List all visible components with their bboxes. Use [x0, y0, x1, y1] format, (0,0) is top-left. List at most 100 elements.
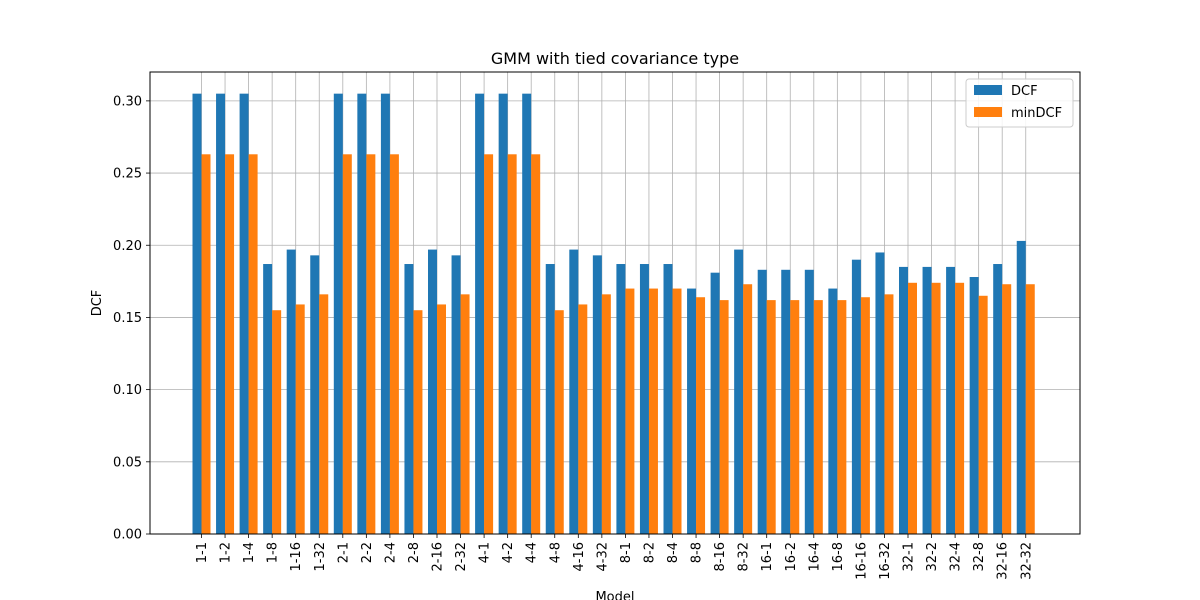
legend-swatch-dcf	[974, 85, 1002, 95]
bar-dcf-1-32	[310, 255, 320, 534]
x-tick-label: 16-8	[831, 542, 846, 572]
bar-dcf-32-4	[946, 266, 956, 534]
legend: DCF minDCF	[965, 78, 1074, 128]
bar-dcf-4-2	[498, 93, 508, 534]
bar-mindcf-16-32	[884, 294, 894, 534]
bar-mindcf-4-1	[484, 154, 494, 534]
bar-dcf-2-8	[404, 264, 414, 534]
bar-dcf-1-4	[239, 93, 249, 534]
bar-dcf-16-1	[757, 269, 767, 534]
bar-mindcf-8-16	[719, 300, 729, 534]
x-tick-label: 32-1	[902, 542, 917, 572]
bar-mindcf-16-2	[790, 300, 800, 534]
x-tick-label: 32-8	[972, 542, 987, 572]
bar-dcf-2-16	[428, 249, 437, 535]
bar-dcf-16-32	[875, 252, 885, 534]
x-tick-label: 1-4	[242, 542, 257, 563]
bar-mindcf-4-2	[507, 154, 517, 534]
bar-mindcf-32-16	[1002, 284, 1012, 534]
y-axis-ticks: 0.00 0.05 0.10 0.15 0.20 0.25 0.30	[113, 94, 150, 543]
bar-mindcf-8-1	[625, 288, 635, 534]
bar-mindcf-2-16	[437, 304, 446, 534]
bar-mindcf-16-4	[813, 300, 823, 534]
bar-dcf-16-16	[851, 259, 861, 534]
bar-mindcf-8-4	[672, 288, 682, 534]
bar-dcf-2-32	[451, 255, 461, 534]
bar-mindcf-8-2	[648, 288, 658, 534]
bar-mindcf-4-16	[578, 304, 588, 534]
x-tick-label: 4-32	[595, 542, 610, 572]
bar-dcf-32-8	[969, 277, 979, 534]
y-tick-label: 0.10	[113, 383, 142, 398]
x-tick-label: 2-16	[431, 542, 446, 572]
chart-title: GMM with tied covariance type	[491, 49, 739, 68]
y-tick-label: 0.25	[113, 167, 142, 182]
bar-mindcf-32-2	[931, 282, 941, 534]
bar-mindcf-32-8	[978, 295, 988, 534]
x-tick-label: 32-16	[996, 542, 1011, 580]
y-tick-label: 0.05	[113, 455, 142, 470]
legend-label-dcf: DCF	[1011, 84, 1038, 99]
x-axis-label: Model	[595, 590, 634, 600]
bar-mindcf-2-2	[366, 154, 376, 534]
x-tick-label: 32-2	[925, 542, 940, 572]
x-tick-label: 8-4	[666, 542, 681, 563]
x-tick-label: 4-2	[501, 542, 516, 563]
x-tick-label: 8-16	[713, 542, 728, 572]
bar-mindcf-2-32	[460, 294, 470, 534]
plot-frame	[149, 71, 1081, 535]
x-tick-label: 16-2	[784, 542, 799, 572]
x-tick-label: 4-8	[548, 542, 563, 563]
bar-dcf-16-2	[781, 269, 791, 534]
bar-mindcf-1-8	[272, 310, 282, 534]
x-tick-label: 32-4	[949, 542, 964, 572]
y-tick-label: 0.15	[113, 311, 142, 326]
bar-dcf-32-32	[1016, 240, 1026, 534]
x-tick-label: 1-16	[289, 542, 304, 572]
x-tick-label: 8-2	[642, 542, 657, 563]
x-tick-label: 4-1	[478, 542, 493, 563]
bar-dcf-8-32	[734, 249, 744, 535]
y-tick-label: 0.30	[113, 94, 142, 109]
bar-mindcf-4-4	[531, 154, 541, 534]
bar-mindcf-1-32	[319, 294, 329, 534]
bar-dcf-2-2	[357, 93, 367, 534]
bar-mindcf-1-1	[201, 154, 211, 534]
bar-dcf-4-1	[475, 93, 485, 534]
bar-dcf-4-8	[545, 264, 555, 534]
bar-dcf-8-4	[663, 264, 673, 534]
bar-dcf-4-32	[592, 255, 602, 534]
bar-mindcf-1-16	[295, 304, 305, 534]
bar-mindcf-16-16	[860, 297, 870, 534]
bar-dcf-1-8	[263, 264, 273, 534]
bar-dcf-8-2	[639, 264, 649, 534]
x-tick-label: 4-16	[572, 542, 587, 572]
x-tick-label: 16-4	[807, 542, 822, 572]
x-tick-label: 16-16	[854, 542, 869, 580]
x-tick-label: 4-4	[525, 542, 540, 563]
bar-dcf-8-8	[687, 288, 697, 534]
bar-mindcf-2-4	[389, 154, 399, 534]
x-tick-label: 1-32	[313, 542, 328, 572]
x-tick-label: 16-32	[878, 542, 893, 580]
x-tick-label: 2-4	[383, 542, 398, 563]
bar-dcf-4-4	[522, 93, 532, 534]
bar-mindcf-16-1	[766, 300, 776, 534]
bar-mindcf-1-2	[225, 154, 235, 534]
x-tick-label: 8-1	[619, 542, 634, 563]
x-tick-label: 2-2	[360, 542, 375, 563]
x-tick-label: 8-8	[690, 542, 705, 563]
bar-dcf-1-16	[286, 249, 296, 535]
bar-mindcf-1-4	[248, 154, 258, 534]
bar-dcf-8-16	[710, 272, 720, 534]
bar-mindcf-32-1	[908, 282, 917, 534]
bar-dcf-32-16	[993, 264, 1003, 534]
y-tick-label: 0.00	[113, 528, 142, 543]
bar-dcf-1-1	[192, 93, 202, 534]
bar-mindcf-8-8	[696, 297, 706, 534]
bar-dcf-16-4	[804, 269, 814, 534]
bar-mindcf-2-8	[413, 310, 423, 534]
bar-dcf-16-8	[828, 288, 838, 534]
x-tick-label: 16-1	[760, 542, 775, 572]
bar-dcf-2-1	[333, 93, 343, 534]
